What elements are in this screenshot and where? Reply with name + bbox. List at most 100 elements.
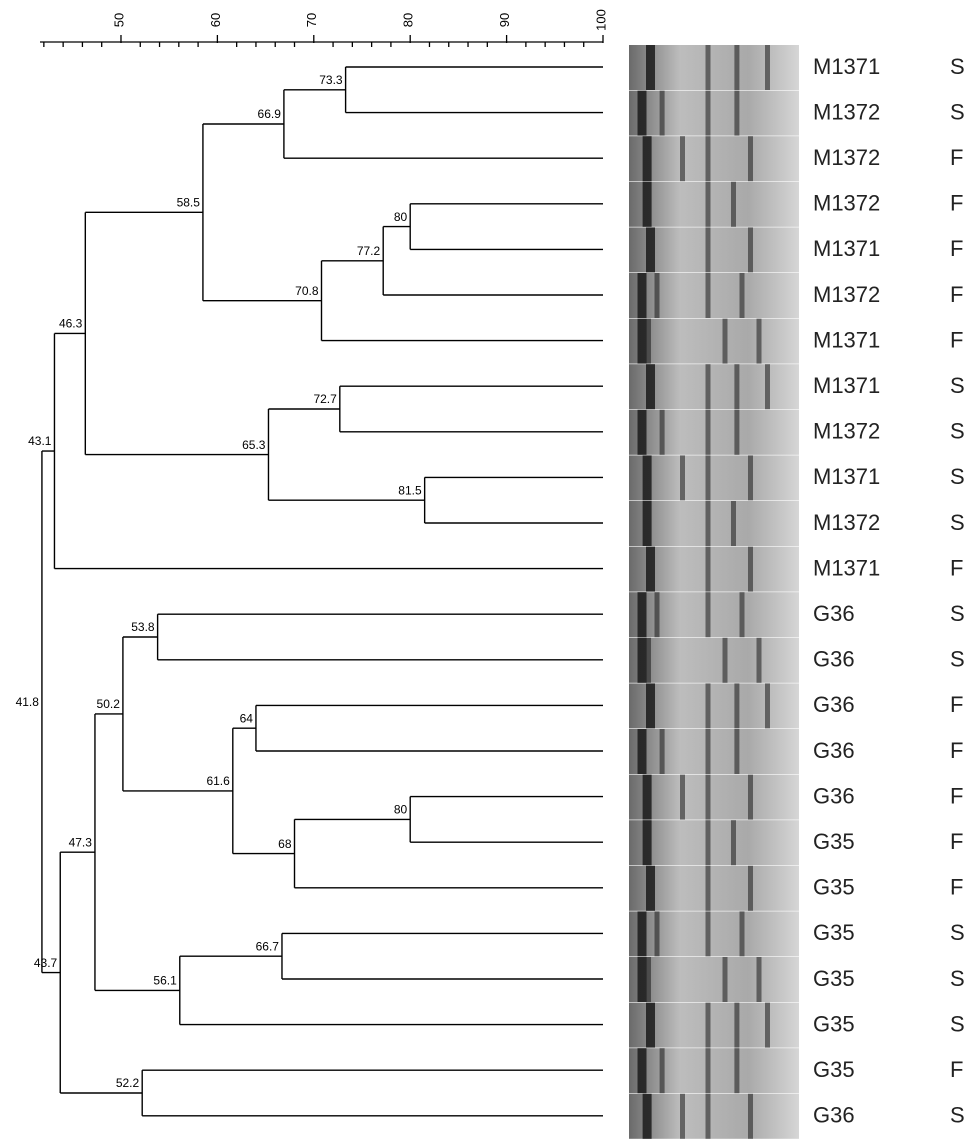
leaf-name: M1371 — [813, 327, 880, 352]
gel-band — [748, 227, 753, 273]
gel-band — [748, 546, 753, 592]
gel-band — [705, 181, 711, 227]
gel-band — [705, 409, 711, 455]
gel-lane — [629, 409, 799, 455]
gel-band — [705, 820, 711, 866]
node-label: 41.8 — [16, 695, 40, 709]
gel-band — [748, 865, 753, 911]
gel-band — [756, 957, 762, 1002]
gel-lane — [629, 865, 799, 911]
gel-lane-bg — [629, 1002, 799, 1048]
x-tick-label: 100 — [593, 9, 608, 31]
leaf-name: M1372 — [813, 282, 880, 307]
gel-lane — [629, 1002, 799, 1048]
gel-lane — [629, 637, 799, 683]
gel-lane-bg — [629, 318, 799, 364]
gel-band — [659, 1048, 665, 1094]
leaf-group: S — [950, 1011, 965, 1036]
leaf-group: F — [950, 783, 963, 808]
gel-lane — [629, 911, 799, 957]
node-label: 47.3 — [69, 835, 93, 849]
leaf-group: S — [950, 920, 965, 945]
gel-band — [765, 683, 770, 729]
leaf-name: G35 — [813, 920, 855, 945]
leaf-group: F — [950, 555, 963, 580]
gel-band — [705, 683, 711, 729]
gel-band — [654, 911, 660, 957]
gel-band — [739, 592, 745, 638]
leaf-group: S — [950, 966, 965, 991]
leaf-name: M1372 — [813, 510, 880, 535]
node-label: 52.2 — [116, 1076, 140, 1090]
gel-band — [637, 318, 647, 364]
gel-lane-bg — [629, 1048, 799, 1094]
gel-band — [705, 1048, 711, 1094]
gel-lane — [629, 273, 799, 318]
node-label: 68 — [278, 837, 292, 851]
leaf-group: S — [950, 54, 965, 79]
gel-band — [705, 90, 711, 136]
node-label: 77.2 — [357, 244, 381, 258]
leaf-group: F — [950, 875, 963, 900]
gel-band — [642, 136, 652, 182]
x-tick-label: 60 — [208, 13, 223, 27]
gel-band — [734, 1002, 740, 1048]
gel-band — [646, 227, 655, 273]
gel-band — [705, 546, 711, 592]
gel-lane — [629, 227, 799, 273]
gel-band — [734, 1048, 740, 1094]
gel-lane-bg — [629, 820, 799, 866]
gel-lane-bg — [629, 181, 799, 227]
node-label: 66.7 — [256, 939, 280, 953]
gel-lane-bg — [629, 364, 799, 410]
gel-lane — [629, 501, 799, 546]
leaf-group: S — [950, 464, 965, 489]
gel-band — [680, 136, 685, 182]
gel-band — [637, 1048, 647, 1094]
gel-image — [629, 45, 799, 1139]
leaf-group: F — [950, 738, 963, 763]
gel-lane-bg — [629, 774, 799, 820]
gel-band — [646, 364, 655, 410]
gel-band — [637, 592, 647, 638]
gel-band — [705, 136, 711, 182]
gel-band — [642, 181, 652, 227]
gel-band — [646, 1002, 655, 1048]
gel-band — [705, 592, 711, 638]
node-label: 65.3 — [242, 438, 266, 452]
gel-band — [642, 501, 652, 546]
gel-band — [734, 45, 740, 90]
leaf-name: G35 — [813, 1011, 855, 1036]
x-tick-label: 80 — [401, 13, 416, 27]
leaf-group: F — [950, 327, 963, 352]
gel-band — [637, 90, 647, 136]
gel-band — [765, 45, 770, 90]
gel-band — [642, 1093, 652, 1139]
node-label: 61.6 — [206, 774, 230, 788]
gel-lane — [629, 364, 799, 410]
leaf-group: S — [950, 1103, 965, 1128]
gel-band — [734, 90, 740, 136]
leaf-name: G36 — [813, 1103, 855, 1128]
leaf-name: G36 — [813, 692, 855, 717]
node-label: 80 — [394, 210, 408, 224]
node-label: 56.1 — [153, 974, 177, 988]
gel-band — [642, 455, 652, 501]
node-label: 66.9 — [258, 107, 282, 121]
gel-lane — [629, 774, 799, 820]
leaf-group: S — [950, 647, 965, 672]
gel-band — [637, 637, 647, 683]
gel-band — [654, 592, 660, 638]
gel-band — [646, 865, 655, 911]
gel-band — [756, 318, 762, 364]
node-label: 46.3 — [59, 317, 83, 331]
gel-lane-bg — [629, 409, 799, 455]
gel-band — [734, 409, 740, 455]
gel-band — [756, 637, 762, 683]
gel-band — [654, 273, 660, 318]
leaf-group: S — [950, 419, 965, 444]
gel-band — [734, 364, 740, 410]
gel-lane-bg — [629, 136, 799, 182]
gel-band — [659, 90, 665, 136]
